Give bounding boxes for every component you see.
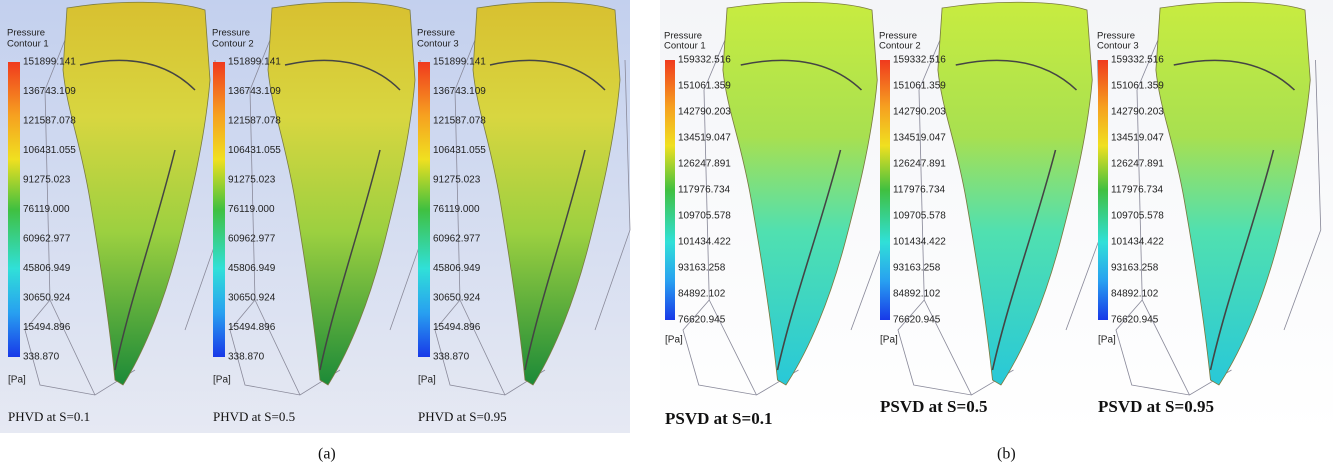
legend-contour: Contour 2 — [212, 39, 254, 50]
colorbar-label: 121587.078 — [23, 116, 76, 127]
colorbar-label: 136743.109 — [23, 86, 76, 97]
colorbar-label: 76119.000 — [433, 204, 480, 215]
colorbar-label: 93163.258 — [1111, 263, 1159, 274]
colorbar — [8, 62, 20, 357]
colorbar-label: 151061.359 — [893, 81, 946, 92]
colorbar — [213, 62, 225, 357]
colorbar-label: 30650.924 — [433, 293, 481, 304]
colorbar-label: 151899.141 — [433, 57, 486, 68]
colorbar-label: 117976.734 — [1111, 185, 1164, 196]
colorbar-label: 91275.023 — [228, 175, 276, 186]
plot-caption: PSVD at S=0.5 — [880, 397, 987, 416]
colorbar — [880, 60, 890, 320]
colorbar-unit: [Pa] — [418, 375, 436, 386]
colorbar-label: 126247.891 — [1111, 159, 1164, 170]
colorbar-label: 109705.578 — [893, 211, 946, 222]
plot-caption: PHVD at S=0.1 — [8, 409, 90, 424]
figure: PressureContour 1151899.141136743.109121… — [0, 0, 1333, 470]
colorbar-label: 109705.578 — [678, 211, 731, 222]
colorbar-label: 338.870 — [228, 352, 265, 363]
colorbar-label: 151899.141 — [23, 57, 76, 68]
colorbar-label: 15494.896 — [228, 322, 276, 333]
colorbar-label: 45806.949 — [23, 263, 71, 274]
plot-caption: PHVD at S=0.95 — [418, 409, 507, 424]
colorbar — [1098, 60, 1108, 320]
colorbar-label: 142790.203 — [1111, 107, 1164, 118]
colorbar-label: 121587.078 — [433, 116, 486, 127]
colorbar-label: 93163.258 — [893, 263, 941, 274]
plot-caption: PSVD at S=0.95 — [1098, 397, 1214, 416]
colorbar-label: 93163.258 — [678, 263, 726, 274]
colorbar-label: 91275.023 — [23, 175, 71, 186]
legend-variable: Pressure — [212, 28, 250, 39]
colorbar-label: 84892.102 — [678, 289, 726, 300]
colorbar-label: 159332.516 — [678, 55, 731, 66]
colorbar-label: 60962.977 — [228, 234, 276, 245]
colorbar — [665, 60, 675, 320]
plot-caption: PSVD at S=0.1 — [665, 409, 772, 428]
colorbar-label: 76119.000 — [228, 204, 275, 215]
colorbar-label: 159332.516 — [893, 55, 946, 66]
colorbar-label: 30650.924 — [23, 293, 71, 304]
legend-contour: Contour 2 — [879, 41, 921, 52]
panel-label: (b) — [997, 446, 1016, 463]
legend-contour: Contour 1 — [664, 41, 706, 52]
colorbar-label: 142790.203 — [678, 107, 731, 118]
colorbar-label: 101434.422 — [678, 237, 731, 248]
colorbar-label: 76119.000 — [23, 204, 70, 215]
colorbar-label: 117976.734 — [893, 185, 946, 196]
panel-label: (a) — [318, 446, 336, 463]
colorbar-label: 60962.977 — [23, 234, 71, 245]
colorbar-unit: [Pa] — [880, 335, 898, 346]
colorbar-label: 84892.102 — [893, 289, 941, 300]
colorbar-label: 106431.055 — [228, 145, 281, 156]
colorbar-label: 136743.109 — [433, 86, 486, 97]
colorbar-label: 109705.578 — [1111, 211, 1164, 222]
legend-contour: Contour 1 — [7, 39, 49, 50]
colorbar-unit: [Pa] — [665, 335, 683, 346]
colorbar-label: 117976.734 — [678, 185, 731, 196]
colorbar-label: 338.870 — [23, 352, 60, 363]
colorbar-label: 76620.945 — [1111, 315, 1159, 326]
colorbar-label: 126247.891 — [893, 159, 946, 170]
colorbar-label: 45806.949 — [228, 263, 276, 274]
colorbar-label: 84892.102 — [1111, 289, 1159, 300]
colorbar-label: 134519.047 — [678, 133, 731, 144]
colorbar-label: 15494.896 — [433, 322, 481, 333]
colorbar-unit: [Pa] — [8, 375, 26, 386]
colorbar-label: 121587.078 — [228, 116, 281, 127]
colorbar-label: 134519.047 — [1111, 133, 1164, 144]
colorbar-label: 106431.055 — [23, 145, 76, 156]
legend-variable: Pressure — [417, 28, 455, 39]
colorbar-unit: [Pa] — [213, 375, 231, 386]
colorbar-label: 126247.891 — [678, 159, 731, 170]
colorbar-label: 91275.023 — [433, 175, 481, 186]
colorbar-label: 76620.945 — [678, 315, 726, 326]
colorbar-label: 159332.516 — [1111, 55, 1164, 66]
colorbar-label: 136743.109 — [228, 86, 281, 97]
legend-contour: Contour 3 — [1097, 41, 1139, 52]
colorbar — [418, 62, 430, 357]
colorbar-unit: [Pa] — [1098, 335, 1116, 346]
legend-contour: Contour 3 — [417, 39, 459, 50]
colorbar-label: 45806.949 — [433, 263, 481, 274]
colorbar-label: 76620.945 — [893, 315, 941, 326]
colorbar-label: 101434.422 — [893, 237, 946, 248]
colorbar-label: 134519.047 — [893, 133, 946, 144]
colorbar-label: 60962.977 — [433, 234, 481, 245]
colorbar-label: 151061.359 — [678, 81, 731, 92]
colorbar-label: 142790.203 — [893, 107, 946, 118]
colorbar-label: 15494.896 — [23, 322, 71, 333]
colorbar-label: 101434.422 — [1111, 237, 1164, 248]
colorbar-label: 30650.924 — [228, 293, 276, 304]
legend-variable: Pressure — [7, 28, 45, 39]
plot-caption: PHVD at S=0.5 — [213, 409, 295, 424]
colorbar-label: 338.870 — [433, 352, 470, 363]
colorbar-label: 151899.141 — [228, 57, 281, 68]
colorbar-label: 106431.055 — [433, 145, 486, 156]
colorbar-label: 151061.359 — [1111, 81, 1164, 92]
